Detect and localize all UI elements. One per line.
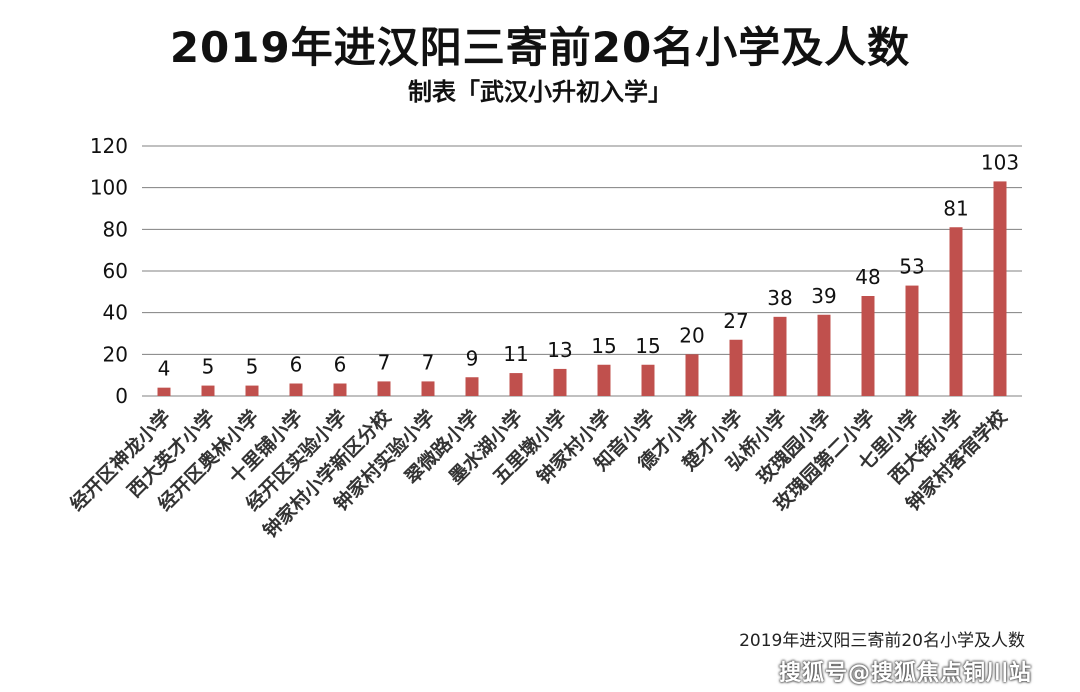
chart-caption: 2019年进汉阳三寄前20名小学及人数 bbox=[739, 631, 1025, 651]
y-tick-label: 60 bbox=[103, 259, 128, 283]
data-label: 9 bbox=[466, 346, 479, 370]
data-label: 15 bbox=[591, 334, 616, 358]
data-label: 6 bbox=[290, 353, 303, 377]
data-label: 13 bbox=[547, 338, 572, 362]
bar bbox=[157, 387, 171, 396]
bar bbox=[685, 354, 699, 396]
bar bbox=[773, 316, 787, 396]
y-tick-label: 0 bbox=[115, 384, 128, 408]
data-label: 5 bbox=[202, 355, 215, 379]
data-label: 48 bbox=[855, 265, 880, 289]
bar bbox=[289, 383, 303, 396]
watermark: 搜狐号@搜狐焦点铜川站 bbox=[778, 661, 1032, 686]
bar bbox=[949, 227, 963, 396]
bar bbox=[201, 385, 215, 396]
bars bbox=[157, 181, 1007, 396]
bar bbox=[333, 383, 347, 396]
bar bbox=[245, 385, 259, 396]
bar bbox=[861, 296, 875, 396]
bar bbox=[993, 181, 1007, 396]
chart-subtitle: 制表「武汉小升初入学」 bbox=[408, 78, 672, 106]
data-label: 11 bbox=[503, 342, 528, 366]
bar bbox=[465, 377, 479, 396]
data-label: 5 bbox=[246, 355, 259, 379]
data-label: 6 bbox=[334, 353, 347, 377]
x-axis-ticks: 经开区神龙小学西大英才小学经开区奥林小学十里铺小学经开区实验小学钟家村小学新区分… bbox=[65, 405, 1012, 543]
data-labels: 4 5 5 6 6 7 7 9 11 13 15 15 20 27 38 39 48 53 81 103 bbox=[158, 150, 1019, 380]
data-label: 38 bbox=[767, 286, 792, 310]
bar bbox=[817, 314, 831, 396]
y-tick-label: 100 bbox=[90, 176, 128, 200]
chart-title: 2019年进汉阳三寄前20名小学及人数 bbox=[169, 23, 911, 72]
bar bbox=[729, 339, 743, 396]
bar bbox=[553, 368, 567, 396]
data-label: 4 bbox=[158, 357, 171, 381]
bar bbox=[905, 285, 919, 396]
data-label: 15 bbox=[635, 334, 660, 358]
bar bbox=[421, 381, 435, 396]
data-label: 20 bbox=[679, 323, 704, 347]
y-tick-label: 40 bbox=[103, 301, 128, 325]
data-label: 103 bbox=[981, 150, 1019, 174]
y-tick-label: 20 bbox=[103, 342, 128, 366]
bar bbox=[597, 364, 611, 396]
y-tick-label: 120 bbox=[90, 134, 128, 158]
bar bbox=[377, 381, 391, 396]
grid-lines bbox=[142, 145, 1022, 397]
y-axis-ticks: 0 20 40 60 80 100 120 bbox=[90, 134, 128, 408]
data-label: 53 bbox=[899, 255, 924, 279]
data-label: 7 bbox=[378, 350, 391, 374]
data-label: 27 bbox=[723, 309, 748, 333]
data-label: 7 bbox=[422, 350, 435, 374]
data-label: 39 bbox=[811, 284, 836, 308]
bar bbox=[509, 373, 523, 396]
data-label: 81 bbox=[943, 196, 968, 220]
bar bbox=[641, 364, 655, 396]
y-tick-label: 80 bbox=[103, 217, 128, 241]
